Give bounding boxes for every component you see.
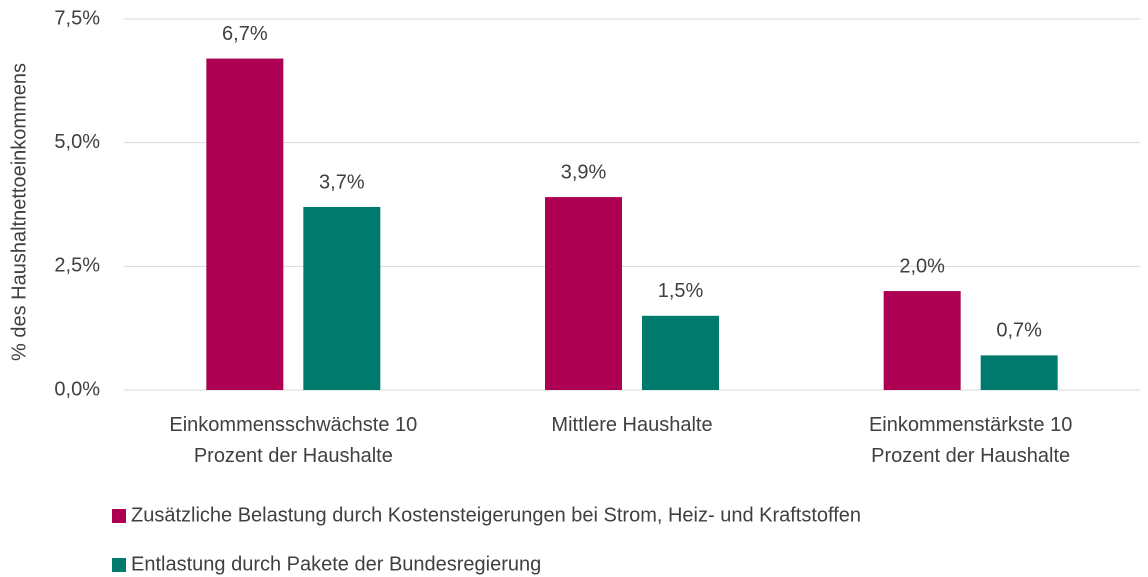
x-tick-label: Einkommenstärkste 10 Prozent der Haushal… bbox=[868, 414, 1073, 467]
legend-label: Entlastung durch Pakete der Bundesregier… bbox=[131, 553, 541, 575]
bar bbox=[883, 291, 961, 390]
legend-swatch bbox=[112, 509, 126, 523]
legend-label: Zusätzliche Belastung durch Kostensteige… bbox=[131, 504, 861, 526]
bar bbox=[303, 206, 381, 390]
y-axis-label: % des Haushaltnettoeinkommens bbox=[8, 63, 30, 361]
data-label: 1,5% bbox=[658, 280, 704, 302]
data-label: 3,9% bbox=[561, 161, 607, 183]
x-tick-label: Einkommensschwächste 10 Prozent der Haus… bbox=[169, 414, 418, 467]
bar bbox=[545, 197, 622, 390]
y-tick-label: 5,0% bbox=[54, 131, 100, 153]
data-label: 2,0% bbox=[899, 255, 945, 277]
y-tick-label: 7,5% bbox=[54, 7, 100, 29]
y-tick-label: 0,0% bbox=[54, 378, 100, 400]
data-label: 0,7% bbox=[996, 320, 1042, 342]
data-label: 6,7% bbox=[222, 23, 268, 45]
legend-swatch bbox=[112, 558, 126, 572]
bar bbox=[206, 58, 284, 390]
x-tick-label: Mittlere Haushalte bbox=[551, 414, 713, 436]
bar bbox=[642, 315, 719, 390]
bar bbox=[980, 355, 1058, 390]
y-tick-label: 2,5% bbox=[54, 255, 100, 277]
data-label: 3,7% bbox=[319, 171, 365, 193]
